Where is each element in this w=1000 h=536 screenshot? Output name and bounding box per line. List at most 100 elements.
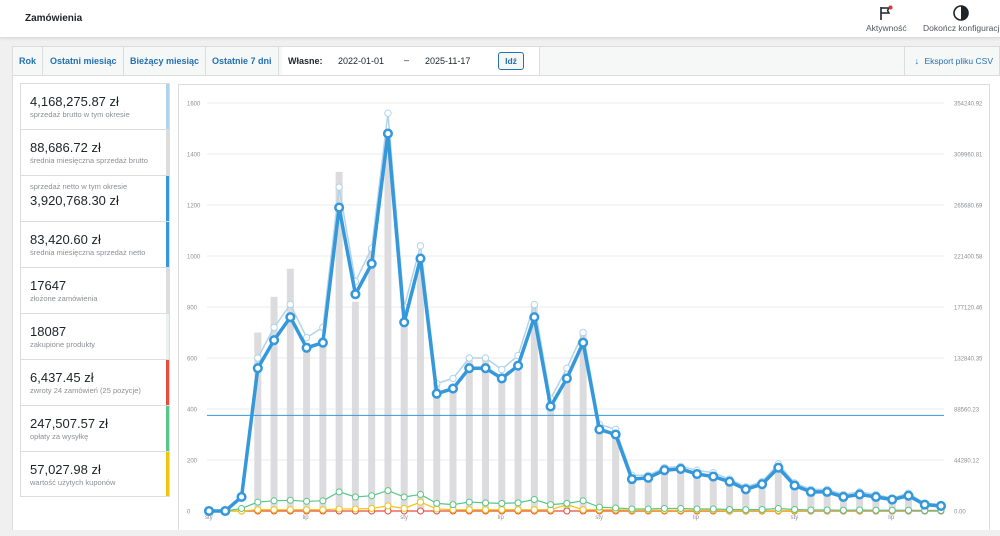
coupons-point <box>254 506 262 514</box>
orders-bar <box>726 477 734 511</box>
date-from-input[interactable]: 2022-01-01 <box>338 56 385 66</box>
legend-orders[interactable]: 17647 złożone zamówienia <box>20 267 170 313</box>
y-right-tick-label: 265680.69 <box>954 204 983 210</box>
shipping-point <box>270 497 278 505</box>
shipping-point <box>856 506 864 514</box>
orders-bar <box>303 342 311 511</box>
coupons-point <box>416 498 424 506</box>
legend-net-sales[interactable]: sprzedaż netto w tym okresie 3,920,768.3… <box>20 175 170 221</box>
legend-value: 88,686.72 zł <box>30 140 101 155</box>
shipping-point <box>791 505 799 513</box>
legend-color-stripe <box>166 222 169 267</box>
legend-label: złożone zamówienia <box>30 294 98 303</box>
legend-value: 57,027.98 zł <box>30 462 101 477</box>
coupons-point <box>384 502 392 510</box>
legend-items[interactable]: 18087 zakupione produkty <box>20 313 170 359</box>
orders-bar <box>888 498 896 511</box>
coupons-point <box>368 504 376 512</box>
net-sales-point <box>757 479 768 490</box>
go-button[interactable]: Idź <box>498 52 524 70</box>
export-csv-label: Eksport pliku CSV <box>924 56 994 66</box>
half-circle-icon <box>923 4 1000 22</box>
coupons-point <box>319 506 327 514</box>
net-sales-point <box>935 500 947 511</box>
coupons-point <box>514 506 522 514</box>
orders-bar <box>286 268 294 511</box>
legend-average-gross-sales[interactable]: 88,686.72 zł średnia miesięczna sprzedaż… <box>20 129 170 175</box>
range-year-button[interactable]: Rok <box>13 47 44 75</box>
orders-bar <box>872 495 880 511</box>
net-sales-point <box>561 373 572 384</box>
activity-button[interactable]: Aktywność <box>866 4 907 33</box>
y-left-tick-label: 1600 <box>187 102 201 108</box>
orders-bar <box>319 337 327 511</box>
y-left-tick-label: 600 <box>187 357 198 363</box>
orders-bar <box>498 380 506 511</box>
gross-sales-point <box>579 328 587 337</box>
legend-gross-sales[interactable]: 4,168,275.87 zł sprzedaż brutto w tym ok… <box>20 83 170 129</box>
y-right-tick-label: 132840.35 <box>954 357 983 363</box>
orders-bar <box>823 490 831 511</box>
orders-bar <box>416 266 424 511</box>
x-tick-label: lip <box>693 515 700 521</box>
y-right-tick-label: 88560.23 <box>954 408 980 414</box>
shipping-point <box>823 506 831 514</box>
coupons-point <box>400 504 408 512</box>
coupons-point <box>498 506 506 514</box>
sales-chart: 1600 1400 1200 1000 800 600 400 200 0 354240.92 30… <box>187 102 983 522</box>
legend-label: średnia miesięczna sprzedaż brutto <box>30 156 148 165</box>
orders-bar <box>482 358 490 511</box>
orders-bar <box>547 401 555 511</box>
orders-bar <box>807 490 815 511</box>
orders-bar <box>465 358 473 511</box>
net-sales-point <box>822 486 833 497</box>
orders-bar <box>791 485 799 511</box>
legend-coupons[interactable]: 57,027.98 zł wartość użytych kuponów <box>20 451 170 497</box>
finish-setup-button[interactable]: Dokończ konfiguracj <box>923 4 1000 33</box>
y-left-tick-label: 1200 <box>187 204 201 210</box>
gross-sales-point <box>254 354 262 362</box>
net-sales-point <box>496 373 507 384</box>
net-sales-point <box>838 491 849 503</box>
shipping-point <box>547 501 555 509</box>
legend-shipping[interactable]: 247,507.57 zł opłaty za wysyłkę <box>20 405 170 451</box>
shipping-point <box>498 499 506 507</box>
gross-sales-point <box>481 354 490 362</box>
y-right-tick-label: 309960.81 <box>954 153 983 159</box>
shipping-point <box>628 505 636 513</box>
custom-range-label: Własne: <box>288 56 323 66</box>
net-sales-point <box>399 317 410 328</box>
refunds-point <box>416 507 424 515</box>
shipping-point <box>563 499 571 507</box>
orders-bar <box>677 465 685 511</box>
legend-refunds[interactable]: 6,437.45 zł zwroty 24 zamówień (25 pozyc… <box>20 359 170 405</box>
export-csv-button[interactable]: ↓ Eksport pliku CSV <box>903 47 999 75</box>
date-to-input[interactable]: 2025-11-17 <box>425 56 471 66</box>
orders-bar <box>368 248 376 511</box>
range-last-month-button[interactable]: Ostatni miesiąc <box>44 47 124 75</box>
legend-average-net-sales[interactable]: 83,420.60 zł średnia miesięczna sprzedaż… <box>20 221 170 267</box>
net-sales-point <box>513 360 524 371</box>
range-last-7-days-button[interactable]: Ostatnie 7 dni <box>206 47 279 75</box>
net-sales-point <box>805 486 816 497</box>
legend-value: 6,437.45 zł <box>30 370 94 385</box>
shipping-point <box>774 504 782 512</box>
legend-value: 3,920,768.30 zł <box>30 193 119 208</box>
legend-label: sprzedaż netto w tym okresie <box>30 182 128 191</box>
shipping-point <box>807 506 815 514</box>
gross-sales-point <box>416 242 425 250</box>
range-this-month-button[interactable]: Bieżący miesiąc <box>124 47 207 75</box>
x-tick-label: lip <box>498 515 505 521</box>
legend-value: 18087 <box>30 324 67 339</box>
legend-color-stripe <box>166 406 169 451</box>
shipping-point <box>660 504 668 512</box>
legend-value: 4,168,275.87 zł <box>30 94 119 109</box>
shipping-point <box>904 506 912 514</box>
x-tick-label: lip <box>888 515 895 521</box>
net-sales-point <box>431 388 442 399</box>
orders-bar <box>693 470 701 511</box>
shipping-point <box>335 488 343 496</box>
legend-value: 17647 <box>30 278 67 293</box>
gross-sales-point <box>465 354 473 362</box>
top-bar: Zamówienia Aktywność Dokończ konfiguracj <box>0 0 1000 38</box>
